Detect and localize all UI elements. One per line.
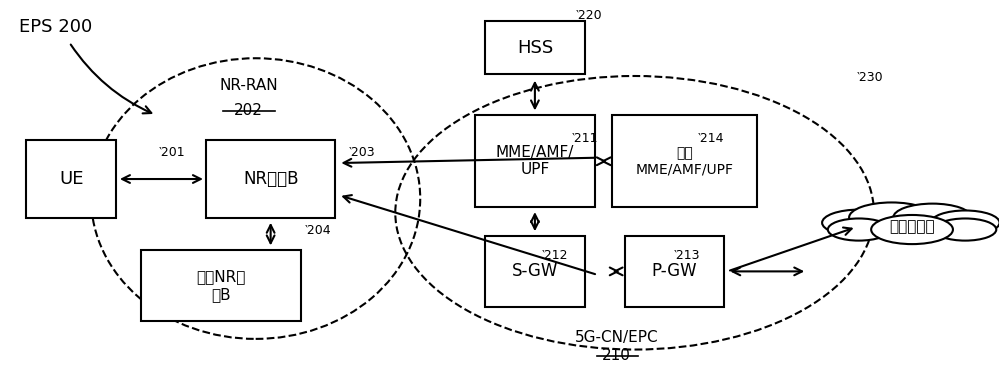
Text: 202: 202 xyxy=(234,102,263,117)
Text: HSS: HSS xyxy=(517,38,553,57)
Text: ‵213: ‵213 xyxy=(674,249,700,262)
FancyBboxPatch shape xyxy=(141,250,301,321)
FancyBboxPatch shape xyxy=(625,236,724,307)
Text: 其它NR节
点B: 其它NR节 点B xyxy=(196,269,245,302)
Text: 因特网服务: 因特网服务 xyxy=(889,220,935,235)
Circle shape xyxy=(934,219,996,240)
Text: 5G-CN/EPC: 5G-CN/EPC xyxy=(575,330,658,345)
Text: NR-RAN: NR-RAN xyxy=(219,78,278,93)
FancyBboxPatch shape xyxy=(206,140,335,218)
FancyBboxPatch shape xyxy=(475,115,595,208)
Circle shape xyxy=(893,203,972,232)
Text: ‵204: ‵204 xyxy=(305,224,331,237)
Text: 210: 210 xyxy=(602,348,631,363)
Circle shape xyxy=(822,210,896,236)
Text: ‵201: ‵201 xyxy=(159,146,186,159)
Text: EPS 200: EPS 200 xyxy=(19,18,93,37)
Circle shape xyxy=(849,202,934,233)
Text: ‵212: ‵212 xyxy=(542,249,568,262)
Text: 其它
MME/AMF/UPF: 其它 MME/AMF/UPF xyxy=(635,146,733,176)
Text: ‵220: ‵220 xyxy=(576,9,602,22)
Text: ‵211: ‵211 xyxy=(572,132,598,145)
Circle shape xyxy=(871,215,953,244)
Circle shape xyxy=(828,219,890,240)
FancyBboxPatch shape xyxy=(485,236,585,307)
FancyBboxPatch shape xyxy=(485,21,585,74)
Text: MME/AMF/
UPF: MME/AMF/ UPF xyxy=(496,145,574,178)
Text: UE: UE xyxy=(59,170,83,188)
Text: ‵230: ‵230 xyxy=(857,71,884,84)
Text: NR节点B: NR节点B xyxy=(243,170,298,188)
FancyBboxPatch shape xyxy=(612,115,757,208)
FancyBboxPatch shape xyxy=(26,140,116,218)
Circle shape xyxy=(931,210,1000,235)
Text: S-GW: S-GW xyxy=(512,262,558,280)
Text: ‵203: ‵203 xyxy=(348,146,375,159)
Text: P-GW: P-GW xyxy=(652,262,697,280)
Text: ‵214: ‵214 xyxy=(697,132,724,145)
